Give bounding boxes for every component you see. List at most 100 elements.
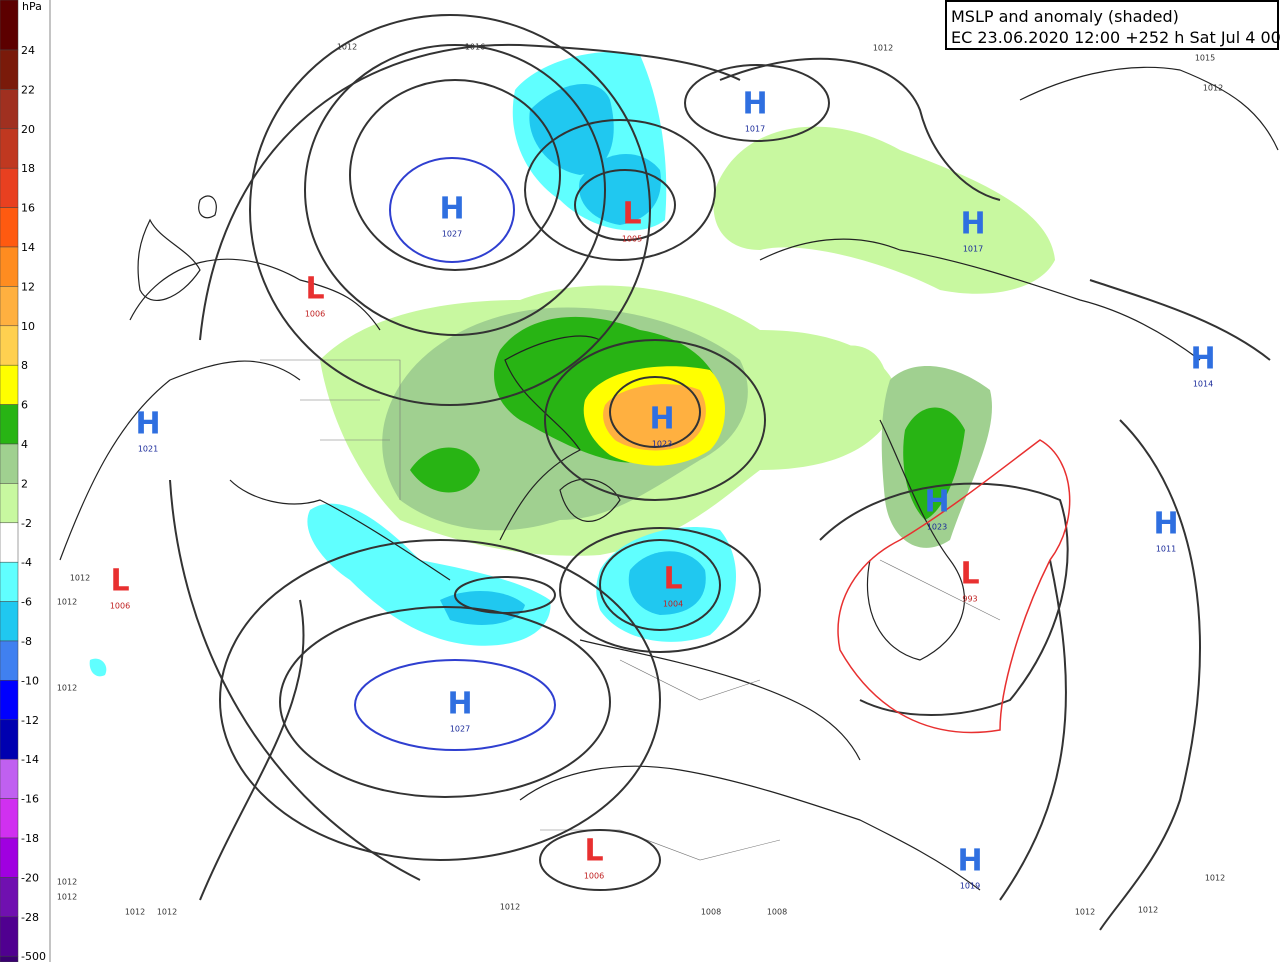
colorbar-label: -12 bbox=[21, 714, 39, 727]
colorbar-label: 18 bbox=[21, 162, 35, 175]
center-value: 1005 bbox=[622, 235, 642, 244]
center-value: 1019 bbox=[960, 882, 980, 891]
colorbar-label: 8 bbox=[21, 359, 28, 372]
colorbar-band bbox=[0, 286, 19, 327]
colorbar-band bbox=[0, 522, 19, 563]
colorbar-label: -28 bbox=[21, 911, 39, 924]
colorbar-band bbox=[0, 207, 19, 248]
colorbar-band bbox=[0, 404, 19, 445]
colorbar-band bbox=[0, 798, 19, 839]
center-value: 1027 bbox=[442, 230, 462, 239]
center-letter: H bbox=[135, 407, 160, 442]
center-value: 1006 bbox=[110, 602, 130, 611]
center-letter: H bbox=[649, 402, 674, 437]
colorbar-label: 12 bbox=[21, 280, 35, 293]
isobar-label: 1012 bbox=[500, 903, 520, 912]
colorbar-band bbox=[0, 483, 19, 524]
colorbar-label: 22 bbox=[21, 83, 35, 96]
colorbar-band bbox=[0, 443, 19, 484]
colorbar-label: 10 bbox=[21, 320, 35, 333]
center-value: 1004 bbox=[663, 600, 683, 609]
colorbar-label: -500 bbox=[21, 950, 46, 962]
center-letter: L bbox=[960, 557, 979, 592]
isobar-label: 1012 bbox=[57, 893, 77, 902]
colorbar-band bbox=[0, 719, 19, 760]
center-letter: L bbox=[663, 562, 682, 597]
center-value: 1021 bbox=[138, 445, 158, 454]
center-value: 1006 bbox=[305, 310, 325, 319]
isobar-label: 1012 bbox=[1138, 906, 1158, 915]
colorbar-band bbox=[0, 561, 19, 602]
isobars bbox=[169, 14, 1271, 931]
colorbar-band bbox=[0, 49, 19, 90]
center-value: 1017 bbox=[745, 125, 765, 134]
center-value: 1017 bbox=[963, 245, 983, 254]
isobar-label: 1016 bbox=[465, 43, 485, 52]
center-letter: H bbox=[924, 485, 949, 520]
center-value: 1027 bbox=[450, 725, 470, 734]
colorbar-band bbox=[0, 837, 19, 878]
colorbar-label: -2 bbox=[21, 517, 32, 530]
colorbar-label: 4 bbox=[21, 438, 28, 451]
colorbar-label: 2 bbox=[21, 477, 28, 490]
title-box: MSLP and anomaly (shaded) EC 23.06.2020 … bbox=[945, 0, 1280, 50]
isobar-label: 1012 bbox=[1205, 874, 1225, 883]
colorbar-band bbox=[0, 916, 19, 957]
colorbar-label: -20 bbox=[21, 871, 39, 884]
colorbar-band bbox=[0, 640, 19, 681]
center-letter: H bbox=[447, 687, 472, 722]
center-letter: H bbox=[960, 207, 985, 242]
isobar-label: 1008 bbox=[701, 908, 721, 917]
isobar-label: 1012 bbox=[125, 908, 145, 917]
colorbar-band bbox=[0, 601, 19, 642]
center-letter: H bbox=[439, 192, 464, 227]
colorbar-label: -6 bbox=[21, 596, 32, 609]
isobar-label: 1012 bbox=[57, 684, 77, 693]
title-frame bbox=[945, 0, 1279, 50]
colorbar-band bbox=[0, 246, 19, 287]
anomaly-shading bbox=[89, 51, 1055, 677]
colorbar-label: 20 bbox=[21, 123, 35, 136]
colorbar-label: -14 bbox=[21, 753, 39, 766]
colorbar-label: 14 bbox=[21, 241, 35, 254]
pressure-centers: H 1027 L 1005 H 1017 H 1017 L 1006 H 1021 H 1023 H 1014… bbox=[110, 87, 1216, 891]
colorbar-band bbox=[0, 0, 19, 51]
center-value: 1011 bbox=[1156, 545, 1176, 554]
isobar-label: 1015 bbox=[1195, 54, 1215, 63]
colorbar-label: -16 bbox=[21, 793, 39, 806]
colorbar-label: -4 bbox=[21, 556, 32, 569]
isobar-labels: 1012 1016 1012 1015 1012 1012 1012 1012 1012 1012… bbox=[57, 43, 1225, 917]
center-letter: H bbox=[957, 844, 982, 879]
isobar-label: 1012 bbox=[1203, 84, 1223, 93]
center-letter: H bbox=[1153, 507, 1178, 542]
colorbar-band bbox=[0, 325, 19, 366]
center-value: 993 bbox=[962, 595, 977, 604]
center-letter: L bbox=[584, 834, 603, 869]
colorbar-label: 24 bbox=[21, 44, 35, 57]
colorbar-label: -18 bbox=[21, 832, 39, 845]
isobar-label: 1012 bbox=[337, 43, 357, 52]
coastlines bbox=[59, 66, 1279, 891]
colorbar-label: 16 bbox=[21, 202, 35, 215]
center-value: 1014 bbox=[1193, 380, 1213, 389]
isobar-label: 1012 bbox=[70, 574, 90, 583]
isobar-label: 1012 bbox=[57, 598, 77, 607]
center-letter: L bbox=[305, 272, 324, 307]
colorbar-label: 6 bbox=[21, 399, 28, 412]
center-letter: H bbox=[1190, 342, 1215, 377]
colorbar-band bbox=[0, 877, 19, 918]
colorbar-band bbox=[0, 680, 19, 721]
colorbar-label: -8 bbox=[21, 635, 32, 648]
isobar-label: 1008 bbox=[767, 908, 787, 917]
colorbar-band bbox=[0, 955, 19, 962]
isobar-label: 1012 bbox=[1075, 908, 1095, 917]
center-value: 1006 bbox=[584, 872, 604, 881]
colorbar-band bbox=[0, 128, 19, 169]
title: MSLP and anomaly (shaded) bbox=[951, 7, 1179, 26]
isobar-label: 1012 bbox=[157, 908, 177, 917]
center-letter: L bbox=[622, 197, 641, 232]
subtitle: EC 23.06.2020 12:00 +252 h Sat Jul 4 00h… bbox=[951, 28, 1280, 47]
colorbar-band bbox=[0, 167, 19, 208]
